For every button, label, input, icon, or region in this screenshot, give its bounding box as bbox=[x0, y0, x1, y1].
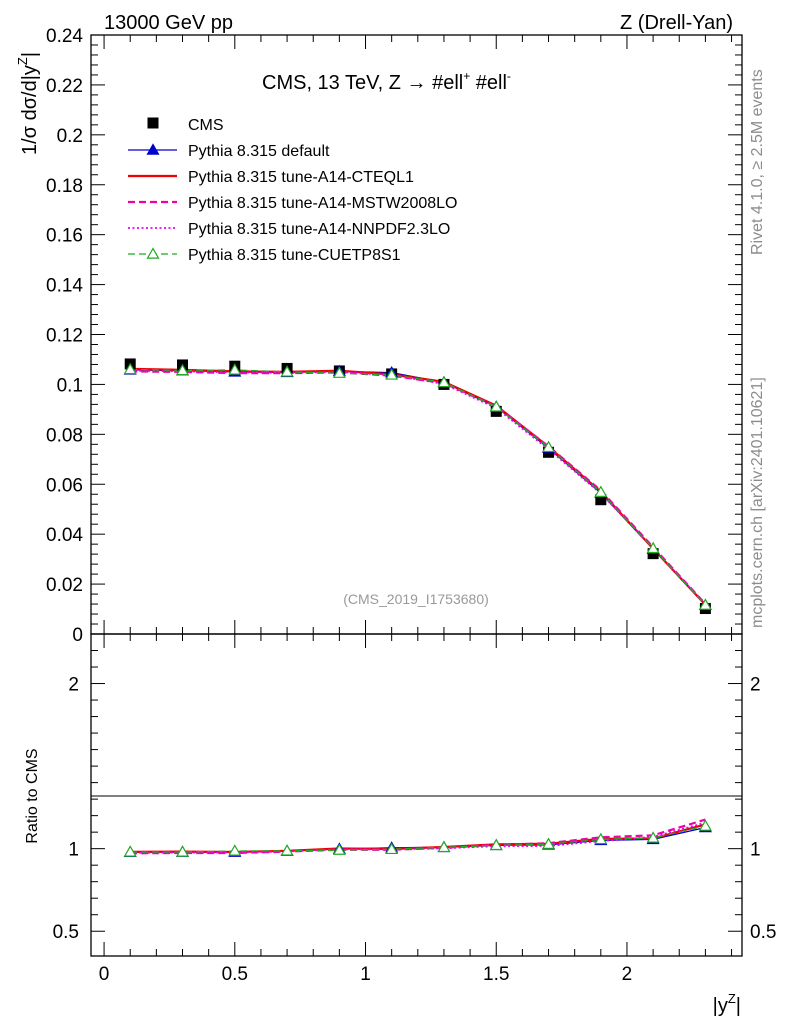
ratio-point-pythia-8-315-tune-cuetp8s1 bbox=[646, 831, 660, 843]
legend-marker-pythia-8-315-tune-cuetp8s1 bbox=[146, 247, 160, 259]
main-line-pythia-8-315-tune-a14-nnpdf2-3lo bbox=[130, 369, 707, 606]
main-y-tick-label: 0.22 bbox=[46, 76, 83, 97]
ratio-y-tick-label-left: 2 bbox=[68, 675, 79, 696]
ratio-plot-frame bbox=[90, 633, 743, 957]
ratio-point-pythia-8-315-tune-cuetp8s1 bbox=[489, 838, 503, 851]
legend-label-pythia-8-315-tune-a14-mstw2008lo: Pythia 8.315 tune-A14-MSTW2008LO bbox=[188, 195, 457, 212]
main-y-axis-label-end: | bbox=[19, 52, 41, 57]
main-line-pythia-8-315-tune-cuetp8s1 bbox=[130, 368, 706, 606]
main-point-pythia-8-315-tune-cuetp8s1 bbox=[646, 541, 660, 554]
main-y-axis-label-sup: Z bbox=[15, 57, 30, 65]
main-point-pythia-8-315-tune-cuetp8s1 bbox=[280, 365, 294, 377]
ratio-point-pythia-8-315-tune-cuetp8s1 bbox=[698, 819, 712, 831]
main-panel: 0 0.02 0.04 0.06 0.08 0.1 0.12 0.14 0.16 0.18 0.2 0… bbox=[15, 26, 743, 646]
main-y-tick-label: 0.18 bbox=[46, 176, 83, 197]
x-tick-label: 0.5 bbox=[222, 964, 248, 985]
main-point-pythia-8-315-tune-cuetp8s1 bbox=[175, 363, 190, 376]
ratio-line-pythia-8-315-tune-a14-nnpdf2-3lo bbox=[130, 821, 706, 854]
main-cms-data-point bbox=[595, 494, 607, 506]
main-point-pythia-8-315-tune-cuetp8s1 bbox=[385, 368, 399, 380]
main-title-sup-minus: - bbox=[507, 69, 511, 83]
ratio-line-pythia-8-315-tune-cuetp8s1 bbox=[130, 825, 706, 853]
main-point-pythia-8-315-tune-cuetp8s1 bbox=[332, 366, 346, 378]
header-right-label: Z (Drell-Yan) bbox=[620, 12, 733, 34]
legend-label-cms: CMS bbox=[188, 117, 224, 134]
ratio-axis-ticks: 0.5 0.5 1 1 2 2 0 0.5 1 1.5 2 bbox=[53, 634, 776, 985]
header-left-label: 13000 GeV pp bbox=[104, 12, 233, 34]
x-axis-label-sup: Z bbox=[728, 991, 736, 1006]
x-tick-label: 2 bbox=[622, 964, 633, 985]
main-y-tick-label: 0.24 bbox=[46, 26, 83, 47]
main-y-tick-label: 0.12 bbox=[46, 326, 83, 347]
main-line-pythia-8-315-tune-a14-mstw2008lo bbox=[130, 370, 707, 605]
main-y-tick-label: 0.14 bbox=[46, 276, 83, 297]
ratio-point-pythia-8-315-tune-cuetp8s1 bbox=[385, 842, 399, 855]
ratio-y-axis-label: Ratio to CMS bbox=[24, 748, 41, 843]
main-point-pythia-8-315-tune-cuetp8s1 bbox=[541, 440, 556, 453]
ratio-point-pythia-8-315-tune-cuetp8s1 bbox=[280, 844, 294, 856]
main-point-pythia-8-315-tune-cuetp8s1 bbox=[228, 363, 242, 375]
x-axis-label-text: |y bbox=[713, 995, 728, 1017]
ratio-y-tick-label-right: 1 bbox=[750, 840, 761, 861]
ratio-point-pythia-8-315-tune-cuetp8s1 bbox=[332, 843, 346, 855]
ratio-markers-group bbox=[123, 819, 712, 858]
main-y-tick-label: 0.16 bbox=[46, 226, 83, 247]
main-y-tick-label: 0.2 bbox=[57, 126, 83, 147]
mcplots-reference-label: mcplots.cern.ch [arXiv:2401.10621] bbox=[749, 377, 766, 628]
ratio-point-pythia-8-315-tune-cuetp8s1 bbox=[541, 837, 556, 849]
legend: CMS Pythia 8.315 default Pythia 8.315 tune… bbox=[128, 117, 457, 264]
main-y-tick-label: 0.04 bbox=[46, 525, 83, 546]
main-y-tick-label: 0 bbox=[72, 625, 83, 646]
ratio-y-tick-label-right: 2 bbox=[750, 675, 761, 696]
ratio-point-pythia-8-315-tune-cuetp8s1 bbox=[175, 845, 190, 857]
ratio-point-pythia-8-315-tune-cuetp8s1 bbox=[594, 832, 608, 845]
main-point-pythia-8-315-tune-cuetp8s1 bbox=[489, 400, 503, 412]
ratio-y-tick-label-left: 0.5 bbox=[53, 922, 79, 943]
ratio-point-pythia-8-315-tune-cuetp8s1 bbox=[437, 840, 451, 853]
main-y-tick-label: 0.02 bbox=[46, 575, 83, 596]
legend-label-pythia-8-315-tune-a14-cteql1: Pythia 8.315 tune-A14-CTEQL1 bbox=[188, 169, 414, 186]
x-tick-label: 1 bbox=[360, 964, 371, 985]
legend-marker-pythia-8-315-default bbox=[146, 143, 160, 155]
main-axis-ticks: 0 0.02 0.04 0.06 0.08 0.1 0.12 0.14 0.16 0.18 0.2 0… bbox=[46, 26, 742, 646]
main-y-tick-label: 0.08 bbox=[46, 425, 83, 446]
main-y-tick-label: 0.06 bbox=[46, 475, 83, 496]
main-title-text: CMS, 13 TeV, Z → #ell bbox=[262, 72, 463, 94]
main-point-pythia-8-315-tune-cuetp8s1 bbox=[594, 485, 608, 497]
main-point-pythia-8-315-tune-cuetp8s1 bbox=[437, 375, 451, 388]
legend-label-pythia-8-315-tune-cuetp8s1: Pythia 8.315 tune-CUETP8S1 bbox=[188, 247, 401, 264]
main-point-pythia-8-315-tune-cuetp8s1 bbox=[123, 362, 137, 375]
ratio-y-tick-label-right: 0.5 bbox=[750, 922, 776, 943]
main-title-mid: #ell bbox=[470, 72, 507, 94]
x-tick-label: 1.5 bbox=[483, 964, 509, 985]
ratio-point-pythia-8-315-tune-cuetp8s1 bbox=[228, 844, 242, 856]
ratio-y-tick-label-left: 1 bbox=[68, 840, 79, 861]
rivet-version-label: Rivet 4.1.0, ≥ 2.5M events bbox=[749, 69, 766, 255]
main-title-sup-plus: + bbox=[463, 69, 470, 83]
main-point-pythia-8-315-tune-cuetp8s1 bbox=[698, 598, 712, 610]
main-series-group bbox=[130, 367, 707, 606]
analysis-watermark: (CMS_2019_I1753680) bbox=[343, 591, 489, 607]
legend-label-pythia-8-315-tune-a14-nnpdf2-3lo: Pythia 8.315 tune-A14-NNPDF2.3LO bbox=[188, 221, 450, 238]
ratio-series-group bbox=[130, 818, 706, 855]
main-y-axis-label: 1/σ dσ/d|yZ| bbox=[15, 52, 41, 155]
main-title: CMS, 13 TeV, Z → #ell+ #ell- bbox=[262, 69, 511, 94]
legend-cms-marker bbox=[147, 117, 159, 129]
main-markers-group bbox=[123, 358, 712, 615]
main-line-pythia-8-315-tune-a14-cteql1 bbox=[130, 367, 707, 606]
main-y-axis-label-text: 1/σ dσ/d|y bbox=[19, 65, 41, 155]
legend-label-pythia-8-315-default: Pythia 8.315 default bbox=[188, 143, 330, 160]
main-y-tick-label: 0.1 bbox=[57, 375, 83, 396]
x-axis-label: |yZ| bbox=[713, 991, 741, 1017]
ratio-point-pythia-8-315-tune-cuetp8s1 bbox=[123, 845, 137, 857]
ratio-panel: 0.5 0.5 1 1 2 2 0 0.5 1 1.5 2 Ratio to CMS |yZ| bbox=[24, 633, 776, 1017]
x-axis-label-end: | bbox=[736, 995, 741, 1017]
main-line-pythia-8-315-default bbox=[130, 369, 706, 606]
x-tick-label: 0 bbox=[99, 964, 110, 985]
